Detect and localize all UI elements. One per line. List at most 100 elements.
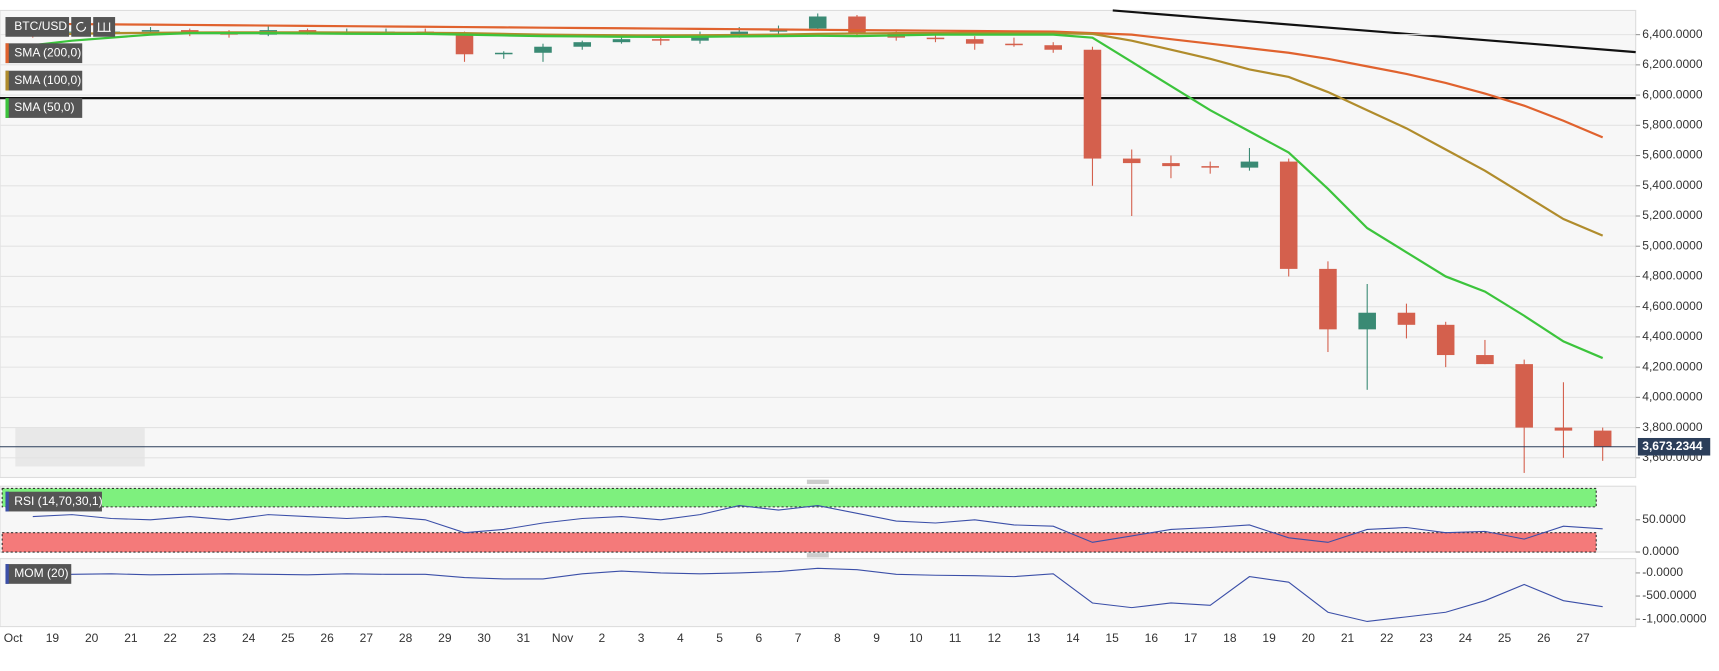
x-tick-label: 24 — [242, 631, 256, 645]
sma-line — [32, 22, 1604, 139]
x-tick-label: 8 — [834, 631, 841, 645]
y-tick-label: 5,200.0000 — [1642, 208, 1703, 222]
candle-body — [1201, 166, 1219, 168]
x-tick-label: 18 — [1223, 631, 1237, 645]
y-tick-label: 5,600.0000 — [1642, 148, 1703, 162]
candle-body — [573, 42, 592, 47]
legend-label: SMA (200,0) — [14, 45, 81, 59]
x-tick-label: 9 — [873, 631, 880, 645]
legend-box — [5, 43, 83, 64]
y-tick-label: 4,200.0000 — [1642, 359, 1703, 373]
mom-panel — [0, 558, 1637, 628]
refresh-button[interactable] — [71, 17, 91, 37]
y-tick-label: 6,200.0000 — [1642, 57, 1703, 71]
legend-box — [5, 564, 72, 584]
y-tick-label: 4,400.0000 — [1642, 329, 1703, 343]
x-tick-label: 5 — [716, 631, 723, 645]
x-tick-label: 26 — [1537, 631, 1551, 645]
legend-swatch — [5, 70, 9, 91]
trend-line — [1112, 9, 1636, 54]
candle-body — [651, 39, 670, 41]
refresh-icon — [76, 21, 87, 32]
candle-body — [730, 31, 749, 35]
legend-swatch — [5, 491, 9, 512]
candle-body — [1240, 161, 1259, 168]
legend-swatch — [5, 564, 9, 584]
x-tick-label: 29 — [438, 631, 452, 645]
candle-body — [1279, 161, 1298, 269]
legend-swatch — [5, 98, 9, 118]
candle-body — [1005, 43, 1023, 46]
x-tick-label: 10 — [909, 631, 923, 645]
x-tick-label: 27 — [360, 631, 374, 645]
y-tick-label: -0.0000 — [1642, 565, 1683, 579]
x-tick-label: 11 — [949, 631, 962, 645]
legend-box — [5, 70, 83, 91]
x-tick-label: 7 — [795, 631, 802, 645]
candle-body — [1436, 324, 1455, 356]
candle-body — [494, 52, 513, 55]
panel-resizer[interactable] — [806, 479, 829, 485]
x-tick-label: 4 — [677, 631, 684, 645]
y-tick-label: -1,000.0000 — [1642, 611, 1707, 625]
legend-label: SMA (50,0) — [14, 100, 74, 114]
candle-body — [965, 39, 984, 44]
x-tick-label: 12 — [988, 631, 1002, 645]
y-tick-label: 50.0000 — [1642, 512, 1686, 526]
x-tick-label: 14 — [1066, 631, 1080, 645]
x-tick-label: 26 — [320, 631, 334, 645]
candle-body — [926, 37, 945, 40]
x-tick-label: 20 — [1302, 631, 1316, 645]
rsi-band — [1, 487, 1597, 508]
legend-box — [5, 98, 83, 118]
y-tick-label: 6,000.0000 — [1642, 87, 1703, 101]
x-tick-label: 3 — [638, 631, 645, 645]
x-tick-label: 20 — [85, 631, 99, 645]
price-panel — [0, 9, 1637, 479]
candle-body — [1515, 364, 1533, 428]
candle-body — [1593, 430, 1612, 447]
candle-body — [1476, 355, 1494, 365]
panel-resizer[interactable] — [806, 553, 829, 558]
x-tick-label: 19 — [46, 631, 60, 645]
x-tick-label: 25 — [281, 631, 295, 645]
y-tick-label: 3,800.0000 — [1642, 420, 1703, 434]
legend-label: SMA (100,0) — [14, 73, 81, 87]
y-tick-label: 5,400.0000 — [1642, 178, 1703, 192]
x-tick-label: 23 — [203, 631, 217, 645]
x-tick-label: Nov — [552, 631, 573, 645]
x-tick-label: 24 — [1459, 631, 1473, 645]
y-tick-label: 6,400.0000 — [1642, 27, 1703, 41]
x-tick-label: 28 — [399, 631, 413, 645]
settings-icon — [97, 22, 111, 32]
candle-body — [612, 39, 631, 43]
x-tick-label: 13 — [1027, 631, 1041, 645]
candle-body — [141, 30, 160, 32]
x-tick-label: 19 — [1262, 631, 1276, 645]
indicator-title: RSI (14,70,30,1) — [14, 494, 102, 508]
y-tick-label: 5,000.0000 — [1642, 238, 1703, 252]
candle-body — [1358, 312, 1376, 330]
candle-body — [455, 33, 474, 55]
candle-body — [534, 46, 552, 53]
indicator-title: MOM (20) — [14, 566, 68, 580]
plot-layer: Oct 19 20 21 22 23 24 25 26 27 28 29 30 31 Nov 2 3 4 5 6 7 8 9… — [0, 13, 1711, 645]
x-tick-label: 31 — [517, 631, 531, 645]
x-tick-label: 2 — [599, 631, 606, 645]
x-tick-label: 22 — [1380, 631, 1394, 645]
y-tick-label: 0.0000 — [1642, 544, 1679, 558]
x-tick-label: 6 — [756, 631, 763, 645]
y-tick-label: 4,800.0000 — [1642, 269, 1703, 283]
candle-body — [1397, 312, 1416, 325]
legend-box — [5, 491, 102, 512]
symbol-box — [5, 17, 70, 37]
candle-body — [1319, 268, 1337, 330]
candle-body — [1122, 158, 1141, 164]
y-tick-label: 4,600.0000 — [1642, 299, 1703, 313]
rsi-band — [1, 532, 1597, 553]
last-price-box — [1637, 437, 1711, 456]
x-tick-label: 30 — [477, 631, 491, 645]
x-tick-label: 21 — [1341, 631, 1355, 645]
candle-body — [808, 16, 827, 29]
